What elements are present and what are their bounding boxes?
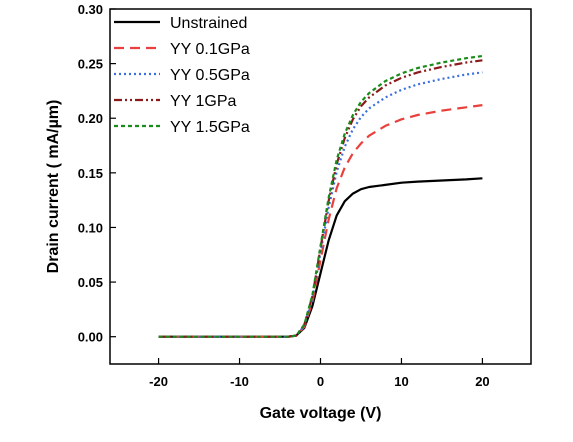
series-line-2 bbox=[158, 104, 483, 338]
y-tick-label: 0.30 bbox=[78, 2, 103, 17]
y-tick-label: 0.05 bbox=[78, 275, 103, 290]
legend-label-2: YY 0.1GPa bbox=[170, 41, 250, 58]
x-tick-label: 10 bbox=[394, 374, 408, 389]
y-axis-ticks: 0.00 0.05 0.10 0.15 0.20 0.25 0.30 bbox=[78, 2, 116, 345]
y-tick-label: 0.25 bbox=[78, 57, 103, 72]
x-axis-title: Gate voltage (V) bbox=[260, 405, 382, 422]
x-axis-ticks: -20 -10 0 10 20 bbox=[149, 358, 490, 389]
legend: Unstrained YY 0.1GPa YY 0.5GPa YY 1GPa YY 1.… bbox=[114, 15, 250, 136]
legend-label-4: YY 1GPa bbox=[170, 93, 237, 110]
y-axis-title: Drain current ( mA/µm) bbox=[45, 100, 62, 274]
y-tick-label: 0.10 bbox=[78, 220, 103, 235]
x-tick-label: -20 bbox=[149, 374, 168, 389]
y-tick-label: 0.15 bbox=[78, 166, 103, 181]
series-line-5 bbox=[158, 54, 483, 338]
y-tick-label: 0.00 bbox=[78, 330, 103, 345]
x-tick-label: 0 bbox=[317, 374, 324, 389]
legend-label-3: YY 0.5GPa bbox=[170, 67, 250, 84]
legend-label-5: YY 1.5GPa bbox=[170, 119, 250, 136]
series-line-4 bbox=[158, 59, 483, 338]
plot-frame bbox=[109, 8, 532, 365]
x-tick-label: 20 bbox=[475, 374, 489, 389]
plot-lines bbox=[158, 54, 483, 338]
x-tick-label: -10 bbox=[230, 374, 249, 389]
y-tick-label: 0.20 bbox=[78, 111, 103, 126]
legend-label-1: Unstrained bbox=[170, 15, 247, 32]
